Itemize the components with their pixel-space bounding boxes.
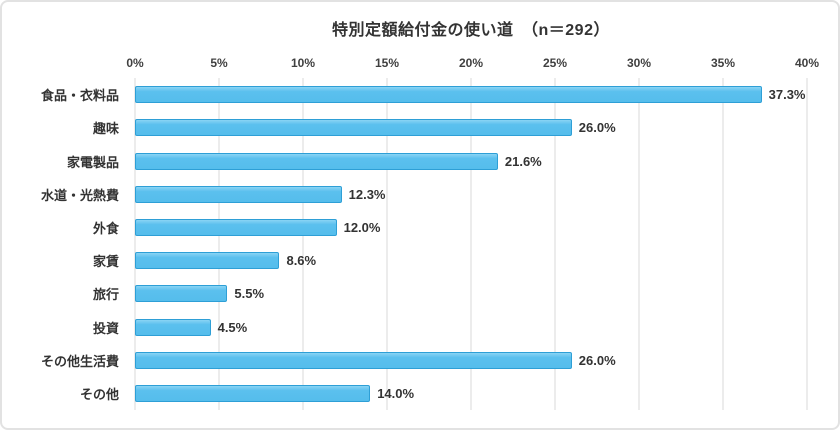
category-label: 家電製品 — [66, 154, 119, 170]
value-label: 14.0% — [377, 385, 415, 401]
value-label: 12.0% — [343, 219, 381, 235]
bar-rows: 37.3% 26.0% 21.6% 12.3% 12.0% 8.6% 5.5% 4.5% 26.… — [135, 78, 807, 410]
plot-area: 37.3% 26.0% 21.6% 12.3% 12.0% 8.6% 5.5% 4.5% 26.… — [134, 78, 808, 410]
gridline — [386, 78, 388, 410]
category-label: 投資 — [92, 320, 119, 336]
x-axis-tick-label: 5% — [210, 56, 228, 70]
bar-row: 26.0% — [135, 344, 807, 377]
bar-row: 8.6% — [135, 244, 807, 277]
category-label: 外食 — [92, 220, 119, 236]
chart-title: 特別定額給付金の使い道 （n＝292） — [332, 22, 610, 39]
category-label: 旅行 — [92, 287, 119, 303]
gridline — [554, 78, 556, 410]
gridline — [470, 78, 472, 410]
value-label: 8.6% — [286, 253, 317, 269]
category-label: 趣味 — [92, 121, 119, 137]
bar-row: 5.5% — [135, 277, 807, 310]
gridline — [638, 78, 640, 410]
bar-row: 21.6% — [135, 144, 807, 177]
x-axis-tick-label: 10% — [290, 56, 316, 70]
value-label: 26.0% — [578, 120, 616, 136]
x-axis-tick-label: 0% — [126, 56, 144, 70]
bar-row: 37.3% — [135, 78, 807, 111]
bar — [135, 152, 498, 170]
value-label: 26.0% — [578, 352, 616, 368]
bar — [135, 318, 211, 336]
bar — [135, 86, 762, 104]
value-label: 5.5% — [234, 286, 265, 302]
category-label: その他 — [79, 386, 119, 402]
bar-row: 26.0% — [135, 111, 807, 144]
gridline — [218, 78, 220, 410]
bar — [135, 218, 337, 236]
x-axis: 0% 5% 10% 15% 20% 25% 30% 35% 40% — [126, 56, 819, 74]
x-axis-tick-label: 15% — [374, 56, 400, 70]
bar — [135, 185, 342, 203]
category-label: 家賃 — [92, 254, 119, 270]
x-axis-tick-label: 20% — [458, 56, 484, 70]
category-label: 水道・光熱費 — [40, 187, 119, 203]
gridline — [134, 78, 136, 410]
bar — [135, 252, 280, 270]
gridline — [722, 78, 724, 410]
category-axis: 食品・衣料品趣味家電製品水道・光熱費外食家賃旅行投資その他生活費その他 — [2, 78, 127, 410]
x-axis-tick-label: 40% — [794, 56, 820, 70]
x-axis-tick-label: 35% — [710, 56, 736, 70]
x-axis-tick-label: 30% — [626, 56, 652, 70]
bar-row: 14.0% — [135, 377, 807, 410]
value-label: 4.5% — [217, 319, 248, 335]
gridline — [302, 78, 304, 410]
bar — [135, 384, 371, 402]
bar-row: 12.3% — [135, 178, 807, 211]
gridline — [806, 78, 808, 410]
bar — [135, 119, 572, 137]
x-axis-tick-label: 25% — [542, 56, 568, 70]
bar-row: 12.0% — [135, 211, 807, 244]
bar — [135, 285, 228, 303]
category-label: 食品・衣料品 — [40, 88, 119, 104]
bar-row: 4.5% — [135, 310, 807, 343]
bar — [135, 351, 572, 369]
value-label: 37.3% — [768, 87, 806, 103]
value-label: 21.6% — [504, 153, 542, 169]
category-label: その他生活費 — [40, 353, 119, 369]
value-label: 12.3% — [348, 186, 386, 202]
